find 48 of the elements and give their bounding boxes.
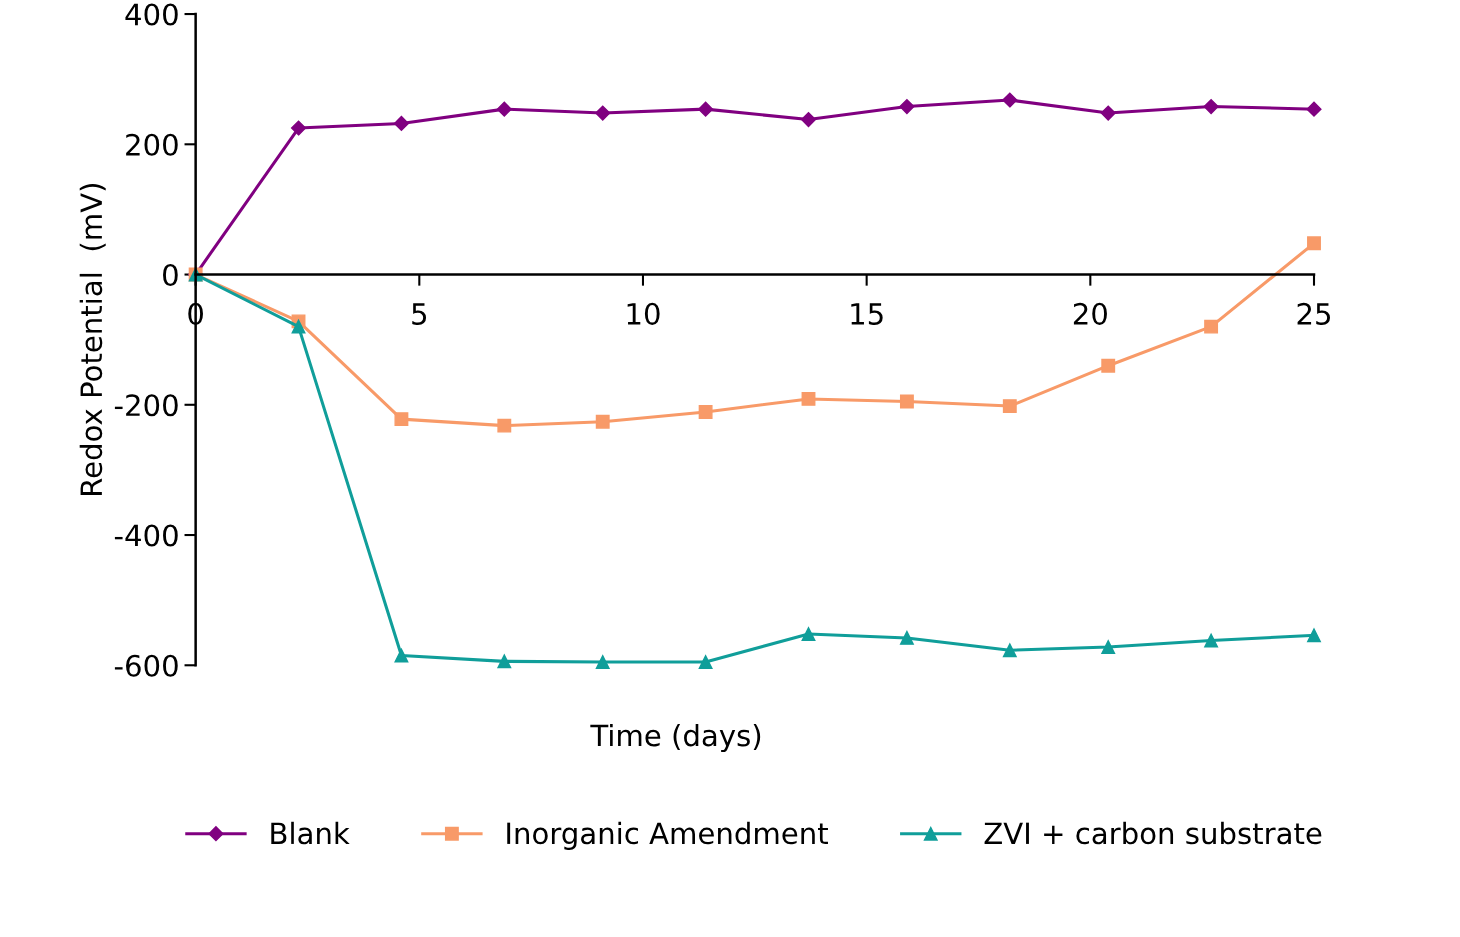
point	[698, 405, 713, 419]
x-tick-label: 5	[412, 303, 427, 325]
point	[394, 648, 409, 663]
point	[496, 101, 512, 117]
point	[1307, 628, 1321, 643]
x-tick-label: 25	[1297, 302, 1331, 325]
point	[801, 391, 816, 406]
point	[899, 630, 914, 645]
x-axis-title: Time (days)	[590, 723, 761, 753]
y-tick-label: -600	[114, 654, 178, 677]
x-tick-label: 10	[627, 302, 660, 325]
legend-label: Inorganic Amendment	[507, 821, 828, 850]
y-tick-label: -200	[114, 394, 178, 417]
point	[1002, 399, 1017, 414]
point	[291, 319, 306, 334]
y-tick-label: 0	[163, 263, 178, 287]
point	[1101, 640, 1116, 654]
point	[595, 414, 610, 429]
point	[595, 105, 611, 121]
point	[1002, 643, 1017, 658]
y-axis-title: Redox Potential (mV)	[79, 184, 106, 495]
point	[1204, 633, 1219, 648]
point	[1203, 98, 1219, 115]
point	[290, 120, 307, 136]
y-tick-label: 200	[126, 133, 178, 156]
point	[899, 394, 914, 409]
point	[393, 115, 409, 132]
x-tick-label: 15	[851, 303, 883, 325]
point	[698, 101, 714, 117]
point	[1101, 358, 1116, 373]
point	[1204, 319, 1219, 334]
y-tick-label: -400	[114, 524, 178, 547]
point	[1100, 105, 1116, 121]
point	[497, 418, 512, 433]
point	[497, 654, 512, 669]
point	[394, 412, 409, 427]
point	[1306, 101, 1322, 117]
legend-label: ZVI + carbon substrate	[984, 821, 1322, 845]
point	[1002, 92, 1018, 108]
point	[801, 627, 816, 641]
point	[1307, 236, 1321, 251]
y-tick-label: 400	[125, 3, 178, 26]
legend-label: Blank	[271, 821, 350, 845]
point	[899, 98, 915, 115]
x-tick-label: 20	[1073, 302, 1107, 325]
point	[800, 111, 817, 128]
point	[698, 655, 713, 669]
point	[595, 655, 610, 669]
